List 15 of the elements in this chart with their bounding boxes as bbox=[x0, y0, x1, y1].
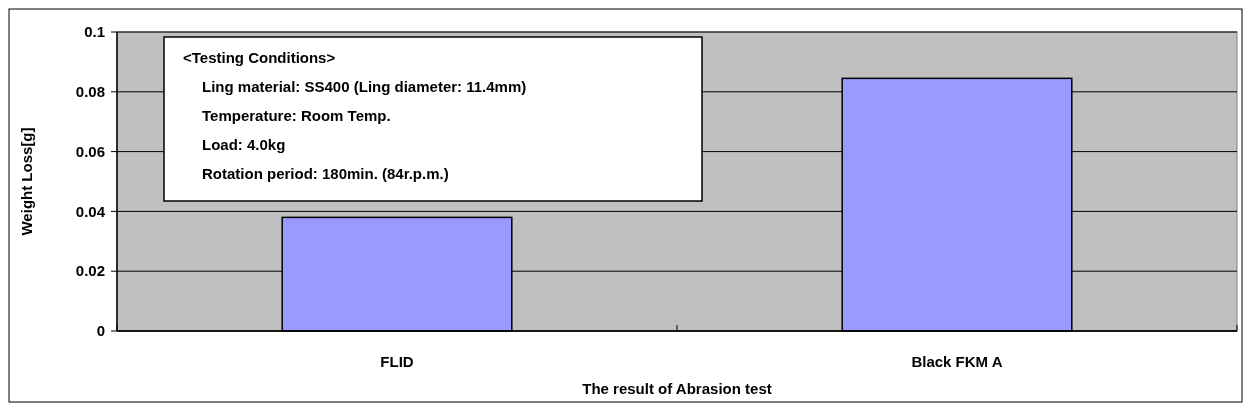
annotation: Temperature: Room Temp. bbox=[202, 107, 391, 124]
annotation: <Testing Conditions> bbox=[183, 49, 336, 66]
y-tick-label: 0.02 bbox=[75, 262, 105, 280]
annotation: Rotation period: 180min. (84r.p.m.) bbox=[202, 165, 449, 182]
x-axis-title: The result of Abrasion test bbox=[582, 380, 772, 397]
x-tick-label: Black FKM A bbox=[911, 353, 1003, 370]
y-tick-label: 0.06 bbox=[75, 142, 105, 160]
y-tick-label: 0.08 bbox=[75, 83, 105, 101]
y-axis-title: Weight Loss[g] bbox=[18, 127, 35, 236]
y-tick-label: 0 bbox=[96, 322, 105, 340]
annotation: Load: 4.0kg bbox=[202, 136, 286, 153]
y-tick-label: 0.1 bbox=[84, 23, 105, 41]
y-tick-label: 0.04 bbox=[75, 202, 106, 220]
annotation: Ling material: SS400 (Ling diameter: 11.4mm) bbox=[202, 78, 527, 95]
x-tick-label: FLID bbox=[380, 353, 414, 370]
